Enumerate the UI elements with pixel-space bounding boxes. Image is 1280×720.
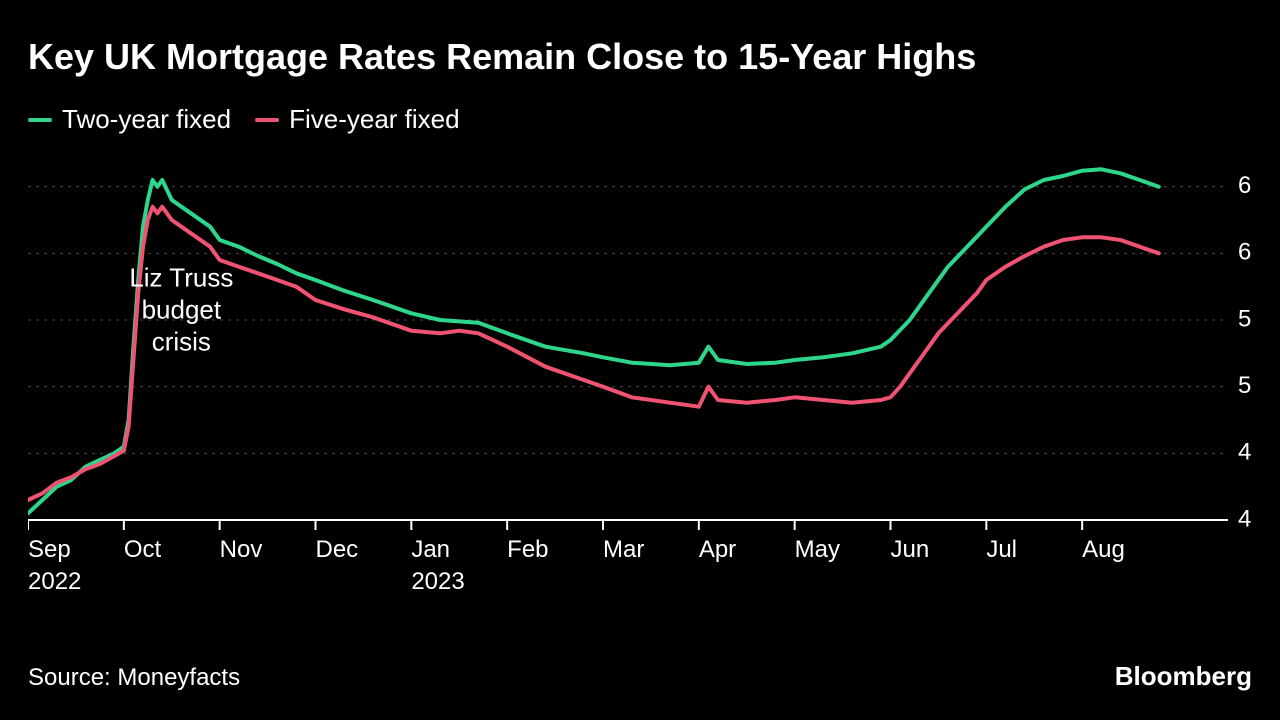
svg-text:Apr: Apr	[699, 536, 736, 563]
legend-swatch-five-year	[255, 118, 279, 122]
svg-text:Dec: Dec	[316, 536, 359, 563]
legend-label-two-year: Two-year fixed	[62, 104, 231, 135]
chart-container: Key UK Mortgage Rates Remain Close to 15…	[0, 0, 1280, 720]
chart-plot-area: 4.0 4.5 5.0 5.5 6.0 6.5% Sep 2022 Oct Nov Dec Jan 20…	[28, 150, 1252, 610]
svg-text:5.0: 5.0	[1238, 372, 1252, 399]
svg-text:Liz Truss: Liz Truss	[129, 263, 233, 293]
svg-text:Feb: Feb	[507, 536, 548, 563]
legend-swatch-two-year	[28, 118, 52, 122]
svg-text:Sep: Sep	[28, 536, 71, 563]
svg-text:Jan: Jan	[411, 536, 450, 563]
chart-title: Key UK Mortgage Rates Remain Close to 15…	[28, 36, 976, 78]
svg-text:budget: budget	[142, 295, 222, 325]
chart-legend: Two-year fixed Five-year fixed	[28, 104, 460, 135]
chart-svg: 4.0 4.5 5.0 5.5 6.0 6.5% Sep 2022 Oct Nov Dec Jan 20…	[28, 150, 1252, 610]
legend-item-two-year: Two-year fixed	[28, 104, 231, 135]
chart-source: Source: Moneyfacts	[28, 664, 240, 692]
svg-text:Nov: Nov	[220, 536, 263, 563]
svg-text:6.0: 6.0	[1238, 239, 1252, 266]
svg-text:May: May	[795, 536, 840, 563]
svg-text:2022: 2022	[28, 568, 81, 595]
svg-text:4.5: 4.5	[1238, 439, 1252, 466]
svg-text:5.5: 5.5	[1238, 305, 1252, 332]
legend-label-five-year: Five-year fixed	[289, 104, 460, 135]
svg-text:Oct: Oct	[124, 536, 162, 563]
svg-text:Aug: Aug	[1082, 536, 1125, 563]
svg-text:crisis: crisis	[152, 327, 211, 357]
brand-logo: Bloomberg	[1115, 661, 1252, 692]
legend-item-five-year: Five-year fixed	[255, 104, 460, 135]
svg-text:6.5%: 6.5%	[1238, 172, 1252, 199]
svg-text:2023: 2023	[411, 568, 464, 595]
svg-text:Jun: Jun	[891, 536, 930, 563]
svg-text:Mar: Mar	[603, 536, 644, 563]
svg-text:4.0: 4.0	[1238, 505, 1252, 532]
svg-text:Jul: Jul	[986, 536, 1017, 563]
